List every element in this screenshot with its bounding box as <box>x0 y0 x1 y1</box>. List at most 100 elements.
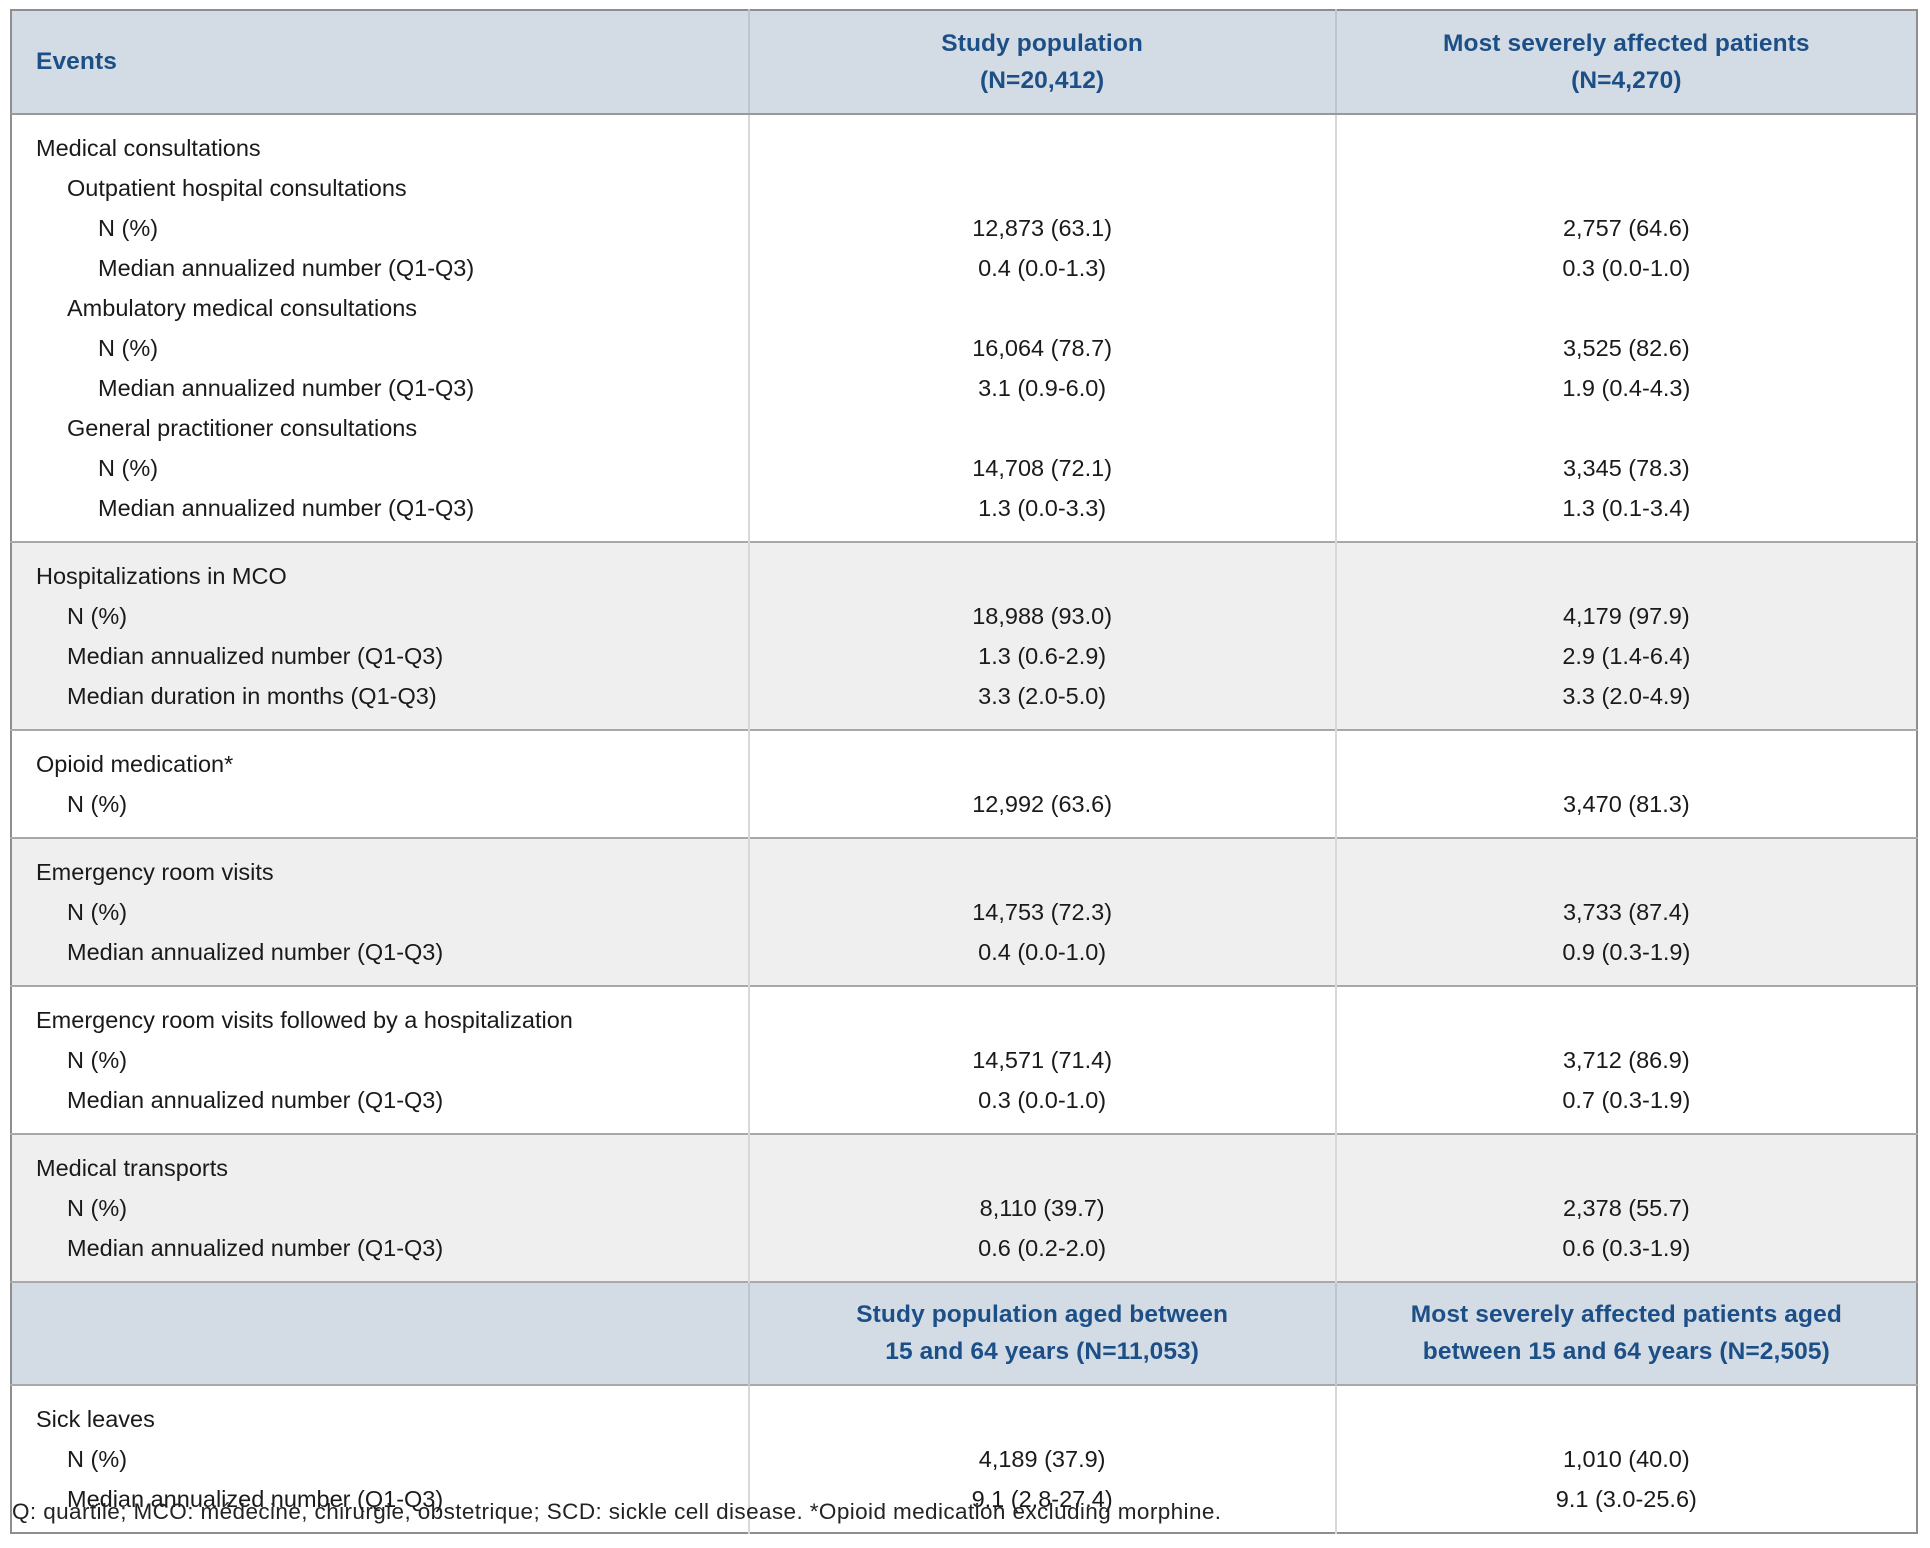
study-value-cell: 18,988 (93.0) <box>747 596 1336 636</box>
row-label-cell: Hospitalizations in MCO <box>11 541 749 596</box>
severe-value-cell: 3,733 (87.4) <box>1334 892 1917 932</box>
table-row: General practitioner consultations <box>11 408 1917 448</box>
severe-value-cell: 4,179 (97.9) <box>1334 596 1917 636</box>
severe-value-cell: 0.7 (0.3-1.9) <box>1334 1080 1917 1134</box>
severe-value-cell: 0.6 (0.3-1.9) <box>1334 1228 1917 1282</box>
severe-value-cell: 9.1 (3.0-25.6) <box>1334 1479 1917 1533</box>
severe-value-cell: 1,010 (40.0) <box>1334 1439 1917 1479</box>
table-row: Sick leaves <box>11 1384 1917 1439</box>
table-row: Emergency room visits followed by a hosp… <box>11 985 1917 1040</box>
table-row: N (%) 16,064 (78.7) 3,525 (82.6) <box>11 328 1917 368</box>
row-label-cell: Median annualized number (Q1-Q3) <box>67 1087 444 1113</box>
study-value-cell <box>747 729 1336 784</box>
mid-table-header: Study population aged between 15 and 64 … <box>11 1281 1917 1385</box>
severe-value-cell: 2.9 (1.4-6.4) <box>1334 636 1917 676</box>
severe-value-cell <box>1334 168 1917 208</box>
study-value-cell: 14,708 (72.1) <box>747 448 1336 488</box>
severe-value-cell: 2,757 (64.6) <box>1334 208 1917 248</box>
row-label-cell: N (%) <box>67 791 128 817</box>
study-value-cell: 0.3 (0.0-1.0) <box>747 1080 1336 1134</box>
row-label-cell: N (%) <box>98 335 159 361</box>
section-er-visits-followed-by-hospitalization: Emergency room visits followed by a hosp… <box>11 985 1917 1134</box>
row-label-cell: Median annualized number (Q1-Q3) <box>98 375 475 401</box>
mid-header-empty-cell <box>11 1281 749 1385</box>
study-value-cell: 4,189 (37.9) <box>747 1439 1336 1479</box>
table-row: Median duration in months (Q1-Q3) 3.3 (2… <box>11 676 1917 730</box>
study-value-cell <box>747 1384 1336 1439</box>
study-value-cell <box>747 113 1336 168</box>
row-label-cell: Medical transports <box>11 1133 749 1188</box>
study-population-aged-header-cell: Study population aged between 15 and 64 … <box>747 1281 1336 1385</box>
study-value-cell: 8,110 (39.7) <box>747 1188 1336 1228</box>
study-value-cell: 16,064 (78.7) <box>747 328 1336 368</box>
severe-value-cell: 3,525 (82.6) <box>1334 328 1917 368</box>
table-row: Hospitalizations in MCO <box>11 541 1917 596</box>
row-label-cell: Median annualized number (Q1-Q3) <box>67 1486 444 1512</box>
severe-value-cell <box>1334 408 1917 448</box>
row-label-cell: Median duration in months (Q1-Q3) <box>67 683 437 709</box>
mid-header-row: Study population aged between 15 and 64 … <box>11 1281 1917 1385</box>
severe-patients-aged-header-cell: Most severely affected patients aged bet… <box>1334 1281 1917 1385</box>
table-row: Median annualized number (Q1-Q3) 1.3 (0.… <box>11 488 1917 542</box>
study-population-header-cell: Study population (N=20,412) <box>747 10 1336 115</box>
study-value-cell <box>747 288 1336 328</box>
study-value-cell <box>747 837 1336 892</box>
header-line: Study population <box>941 30 1143 57</box>
severe-value-cell <box>1334 985 1917 1040</box>
severe-patients-header-cell: Most severely affected patients (N=4,270… <box>1334 10 1917 115</box>
table-row: N (%) 12,992 (63.6) 3,470 (81.3) <box>11 784 1917 838</box>
row-label-cell: N (%) <box>67 603 128 629</box>
header-row: Events Study population (N=20,412) Most … <box>11 10 1917 115</box>
severe-value-cell: 3,470 (81.3) <box>1334 784 1917 838</box>
table-row: Median annualized number (Q1-Q3) 0.4 (0.… <box>11 248 1917 288</box>
header-line: Most severely affected patients aged <box>1410 1301 1842 1328</box>
row-label-cell: Median annualized number (Q1-Q3) <box>67 643 444 669</box>
study-value-cell: 12,873 (63.1) <box>747 208 1336 248</box>
row-label-cell: Medical consultations <box>11 113 749 168</box>
section-medical-transports: Medical transports N (%) 8,110 (39.7) 2,… <box>11 1133 1917 1282</box>
row-label-cell: Median annualized number (Q1-Q3) <box>98 255 475 281</box>
row-label-cell: N (%) <box>98 455 159 481</box>
study-value-cell <box>747 541 1336 596</box>
table-row: Outpatient hospital consultations <box>11 168 1917 208</box>
header-line: Most severely affected patients <box>1443 30 1810 57</box>
section-opioid-medication: Opioid medication* N (%) 12,992 (63.6) 3… <box>11 729 1917 838</box>
row-label-cell: N (%) <box>67 1195 128 1221</box>
severe-value-cell: 2,378 (55.7) <box>1334 1188 1917 1228</box>
table-row: N (%) 14,571 (71.4) 3,712 (86.9) <box>11 1040 1917 1080</box>
table-row: Median annualized number (Q1-Q3) 0.3 (0.… <box>11 1080 1917 1134</box>
study-value-cell: 9.1 (2.8-27.4) <box>747 1479 1336 1533</box>
row-label-cell: Median annualized number (Q1-Q3) <box>67 1235 444 1261</box>
header-line: (N=20,412) <box>980 67 1105 94</box>
severe-value-cell <box>1334 541 1917 596</box>
section-medical-consultations: Medical consultations Outpatient hospita… <box>11 113 1917 542</box>
section-hospitalizations-mco: Hospitalizations in MCO N (%) 18,988 (93… <box>11 541 1917 730</box>
severe-value-cell <box>1334 1384 1917 1439</box>
section-sick-leaves: Sick leaves N (%) 4,189 (37.9) 1,010 (40… <box>11 1384 1917 1533</box>
row-label-cell: Ambulatory medical consultations <box>67 295 418 321</box>
severe-value-cell: 3,712 (86.9) <box>1334 1040 1917 1080</box>
row-label-cell: Sick leaves <box>11 1384 749 1439</box>
study-value-cell: 14,753 (72.3) <box>747 892 1336 932</box>
severe-value-cell: 0.3 (0.0-1.0) <box>1334 248 1917 288</box>
table-row: N (%) 12,873 (63.1) 2,757 (64.6) <box>11 208 1917 248</box>
study-value-cell: 1.3 (0.0-3.3) <box>747 488 1336 542</box>
table-row: N (%) 4,189 (37.9) 1,010 (40.0) <box>11 1439 1917 1479</box>
table-row: N (%) 14,753 (72.3) 3,733 (87.4) <box>11 892 1917 932</box>
study-value-cell <box>747 408 1336 448</box>
severe-value-cell: 3,345 (78.3) <box>1334 448 1917 488</box>
table-row: Median annualized number (Q1-Q3) 1.3 (0.… <box>11 636 1917 676</box>
study-value-cell: 0.4 (0.0-1.0) <box>747 932 1336 986</box>
severe-value-cell: 1.9 (0.4-4.3) <box>1334 368 1917 408</box>
row-label-cell: N (%) <box>67 899 128 925</box>
study-value-cell: 3.3 (2.0-5.0) <box>747 676 1336 730</box>
severe-value-cell <box>1334 837 1917 892</box>
table-row: Median annualized number (Q1-Q3) 9.1 (2.… <box>11 1479 1917 1533</box>
study-value-cell: 0.6 (0.2-2.0) <box>747 1228 1336 1282</box>
table-row: Opioid medication* <box>11 729 1917 784</box>
row-label-cell: Median annualized number (Q1-Q3) <box>98 495 475 521</box>
table-row: N (%) 8,110 (39.7) 2,378 (55.7) <box>11 1188 1917 1228</box>
table-header: Events Study population (N=20,412) Most … <box>11 10 1917 115</box>
study-value-cell <box>747 168 1336 208</box>
